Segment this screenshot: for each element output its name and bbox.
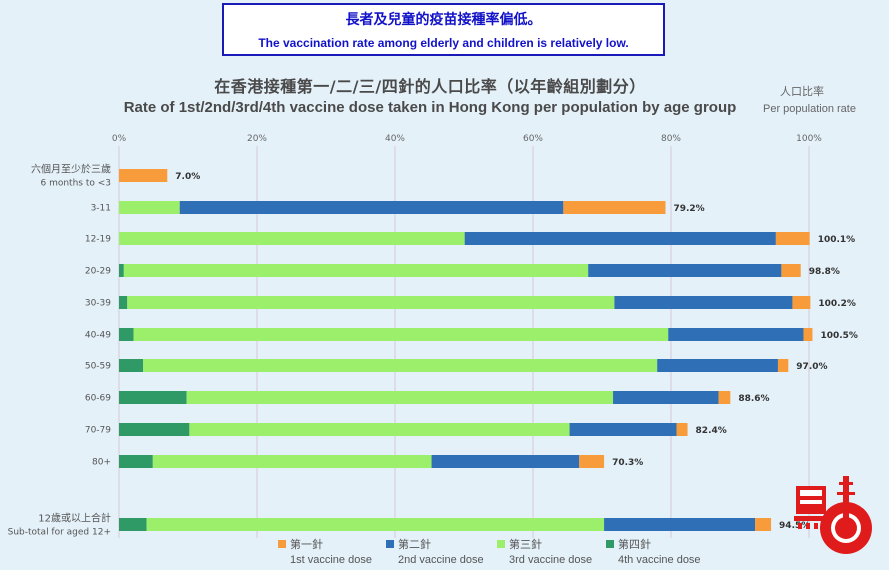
legend-label-zh: 第二針 [398, 538, 431, 551]
y-category-label: 40-49 [85, 331, 111, 341]
x-tick-label: 60% [523, 134, 543, 144]
notice-text-en: The vaccination rate among elderly and c… [258, 36, 629, 50]
bar-segment [718, 391, 731, 404]
x-tick-label: 100% [796, 134, 822, 144]
bar-segment [781, 264, 801, 277]
y-category-label: 20-29 [85, 267, 111, 277]
bar-segment [588, 264, 782, 277]
y-category-label: 六個月至少於三歲 [31, 163, 111, 176]
bar-segment [657, 359, 778, 372]
bar-segment [777, 359, 789, 372]
bar-segment [179, 201, 564, 214]
bar-segment [143, 359, 658, 372]
bar-segment [189, 423, 570, 436]
total-data-label: 82.4% [696, 426, 727, 436]
y-category-label-en: 6 months to <3 [40, 179, 111, 189]
legend-label-en: 3rd vaccine dose [509, 554, 593, 566]
legend-label-en: 2nd vaccine dose [398, 554, 484, 566]
bar-segment [614, 296, 793, 309]
bar-segment [464, 232, 776, 245]
legend-label-zh: 第四針 [618, 538, 651, 551]
legend-label-zh: 第三針 [509, 538, 542, 551]
notice-text-zh: 長者及兒童的疫苗接種率偏低。 [345, 12, 542, 28]
total-data-label: 100.2% [818, 299, 856, 309]
axis-unit-en: Per population rate [763, 103, 856, 115]
total-data-label: 100.1% [818, 235, 856, 245]
bar-segment [119, 423, 190, 436]
x-tick-label: 40% [385, 134, 405, 144]
notice-banner: 長者及兒童的疫苗接種率偏低。 The vaccination rate amon… [222, 3, 665, 56]
bar-segment [803, 328, 813, 341]
legend-swatch-dose2 [386, 540, 394, 548]
bar-segment [123, 264, 589, 277]
total-data-label: 70.3% [612, 458, 643, 468]
bar-segment [119, 359, 144, 372]
bar-segment [127, 296, 615, 309]
bar-segment [133, 328, 669, 341]
bar-segment [146, 518, 605, 531]
total-data-label: 97.0% [796, 362, 827, 372]
legend-swatch-dose1 [278, 540, 286, 548]
x-tick-label: 0% [112, 134, 127, 144]
total-data-label: 79.2% [673, 204, 704, 214]
bar-segment [119, 264, 124, 277]
y-category-label: 12歲或以上合計 [38, 512, 111, 525]
total-data-label: 88.6% [738, 394, 769, 404]
y-category-label: 30-39 [85, 299, 111, 309]
y-category-label: 12-19 [85, 235, 111, 245]
y-category-label-en: Sub-total for aged 12+ [8, 528, 111, 538]
bar-segment [613, 391, 719, 404]
legend-swatch-dose3 [497, 540, 505, 548]
y-category-label: 3-11 [91, 204, 111, 214]
bar-segment [119, 296, 128, 309]
bar-segment [119, 232, 465, 245]
x-tick-label: 20% [247, 134, 267, 144]
bar-segment [119, 328, 134, 341]
chart-title-en: Rate of 1st/2nd/3rd/4th vaccine dose tak… [123, 99, 737, 116]
y-category-label: 70-79 [85, 426, 111, 436]
legend-swatch-dose4 [606, 540, 614, 548]
bar-segment [604, 518, 756, 531]
bar-segment [119, 391, 187, 404]
legend-label-zh: 第一針 [290, 538, 323, 551]
y-category-label: 80+ [92, 458, 111, 468]
chart-title-zh: 在香港接種第一/二/三/四針的人口比率（以年齡組別劃分） [214, 77, 646, 96]
total-data-label: 100.5% [820, 331, 858, 341]
legend-label-en: 1st vaccine dose [290, 554, 372, 566]
bar-segment [569, 423, 677, 436]
bar-segment [792, 296, 811, 309]
total-data-label: 94.5% [779, 521, 810, 531]
y-category-label: 60-69 [85, 394, 111, 404]
bar-segment [775, 232, 810, 245]
total-data-label: 7.0% [175, 172, 200, 182]
bar-segment [579, 455, 605, 468]
bar-segment [119, 455, 153, 468]
x-tick-label: 80% [661, 134, 681, 144]
bar-segment [119, 518, 147, 531]
bar-segment [152, 455, 432, 468]
bar-segment [668, 328, 804, 341]
total-data-label: 98.8% [809, 267, 840, 277]
bar-segment [431, 455, 580, 468]
y-category-label: 50-59 [85, 362, 111, 372]
bar-segment [119, 169, 168, 182]
bar-segment [755, 518, 772, 531]
bar-segment [676, 423, 688, 436]
bar-segment [186, 391, 614, 404]
bar-segment [119, 201, 180, 214]
axis-unit-zh: 人口比率 [780, 85, 824, 98]
red-tower-logo-icon [794, 476, 872, 554]
bar-segment [563, 201, 666, 214]
legend-label-en: 4th vaccine dose [618, 554, 701, 566]
